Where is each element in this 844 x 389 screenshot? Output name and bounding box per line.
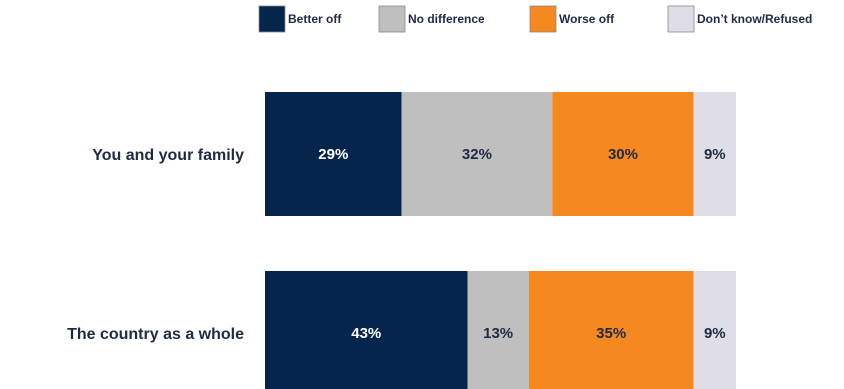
bar-no-difference-the-country-as-a-whole xyxy=(467,271,529,389)
legend-label-don-t-know-refused: Don’t know/Refused xyxy=(697,12,812,26)
bar-no-difference-you-and-your-family xyxy=(401,92,553,216)
legend-swatch-don-t-know-refused xyxy=(667,5,695,33)
value-label-worse-off-you-and-your-family: 30% xyxy=(608,146,638,163)
value-label-worse-off-the-country-as-a-whole: 35% xyxy=(596,325,626,342)
legend-label-worse-off: Worse off xyxy=(559,12,615,26)
legend-swatch-better-off xyxy=(258,5,286,33)
bar-better-off-the-country-as-a-whole xyxy=(265,271,468,389)
bar-worse-off-you-and-your-family xyxy=(552,92,694,216)
value-label-no-difference-you-and-your-family: 32% xyxy=(462,146,492,163)
value-label-no-difference-the-country-as-a-whole: 13% xyxy=(483,325,513,342)
value-label-don-t-know-refused-the-country-as-a-whole: 9% xyxy=(704,325,726,342)
bars xyxy=(265,92,736,389)
value-labels: 29% 32% 30% 9% 43% 13% 35% 9% xyxy=(318,146,725,342)
bar-don-t-know-refused-you-and-your-family xyxy=(693,92,736,216)
category-label-the-country-as-a-whole: The country as a whole xyxy=(67,326,244,343)
legend-swatch-no-difference xyxy=(378,5,406,33)
bar-don-t-know-refused-the-country-as-a-whole xyxy=(693,271,736,389)
legend-label-no-difference: No difference xyxy=(408,12,485,26)
category-label-you-and-your-family: You and your family xyxy=(92,147,244,164)
category-labels: You and your family The country as a whol… xyxy=(67,147,244,343)
value-label-don-t-know-refused-you-and-your-family: 9% xyxy=(704,146,726,163)
value-label-better-off-you-and-your-family: 29% xyxy=(318,146,348,163)
value-label-better-off-the-country-as-a-whole: 43% xyxy=(351,325,381,342)
legend-swatch-worse-off xyxy=(529,5,557,33)
legend-label-better-off: Better off xyxy=(288,12,342,26)
bar-worse-off-the-country-as-a-whole xyxy=(528,271,694,389)
bar-better-off-you-and-your-family xyxy=(265,92,402,216)
legend: Better off No difference Worse off Don’t kn… xyxy=(258,5,812,33)
